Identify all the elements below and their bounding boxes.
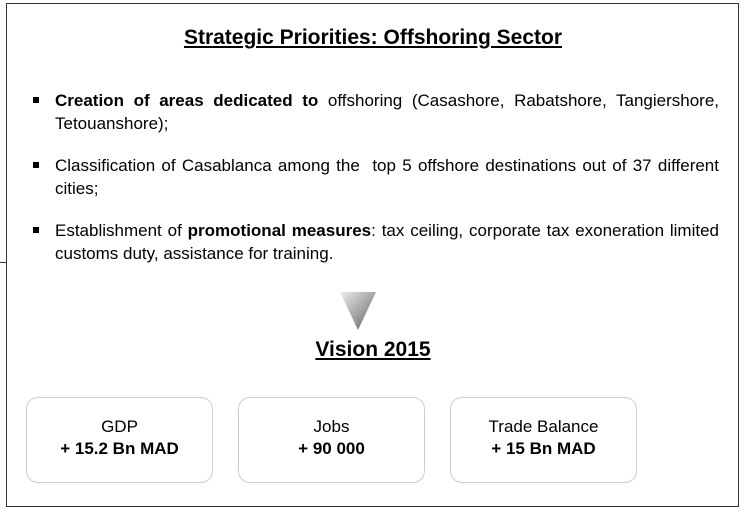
kpi-box: Trade Balance + 15 Bn MAD	[450, 397, 637, 483]
edge-mark	[0, 262, 6, 263]
bullet: Establishment of promotional measures: t…	[33, 219, 719, 265]
vision-title: Vision 2015	[315, 338, 431, 361]
kpi-value: + 15 Bn MAD	[491, 439, 596, 458]
text: : tax ceiling, corporate tax exoneration…	[55, 221, 720, 263]
kpi-box: Jobs + 90 000	[238, 397, 425, 483]
kpi-value: + 90 000	[298, 439, 365, 458]
text: Establishment of	[55, 221, 188, 240]
bullet: Classification of Casablanca among the t…	[33, 154, 719, 200]
bullet: Creation of areas dedicated to offshorin…	[33, 89, 719, 135]
bullet-list: Creation of areas dedicated to offshorin…	[33, 89, 719, 284]
text: Classification of Casablanca among the t…	[55, 156, 724, 198]
text-bold: promotional measures	[187, 221, 372, 240]
arrow-shape	[340, 292, 376, 330]
kpi-value: + 15.2 Bn MAD	[60, 439, 179, 458]
down-arrow	[340, 292, 376, 330]
slide-title: Strategic Priorities: Offshoring Sector	[183, 26, 563, 49]
kpi-label: Jobs	[313, 417, 350, 436]
kpi-label: GDP	[101, 417, 138, 436]
text: offshoring (Casashore, Rabatshore, Tangi…	[55, 91, 719, 133]
kpi-label: Trade Balance	[488, 417, 599, 436]
text-bold: Creation of areas dedicated to	[55, 91, 319, 110]
kpi-box: GDP + 15.2 Bn MAD	[26, 397, 213, 483]
slide-frame	[6, 3, 739, 507]
